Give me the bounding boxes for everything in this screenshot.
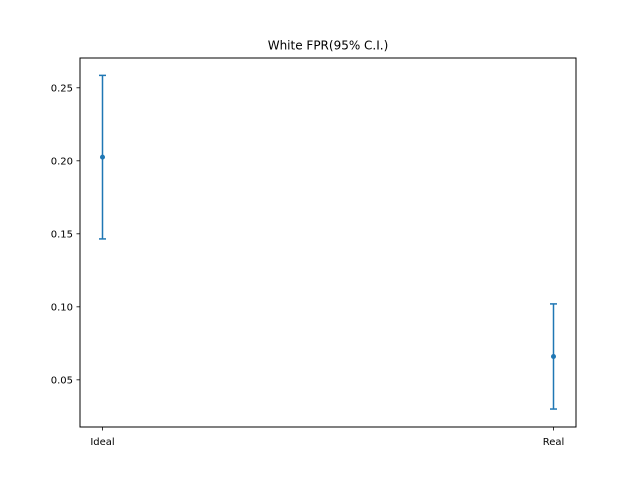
- y-tick-label: 0.25: [51, 83, 73, 94]
- data-point-ideal: [100, 154, 105, 160]
- y-tick-label: 0.20: [51, 156, 73, 167]
- y-axis: 0.05 0.10 0.15 0.20 0.25: [51, 83, 80, 386]
- y-tick-label: 0.15: [51, 229, 73, 240]
- plot-area: [99, 74, 557, 410]
- y-tick-label: 0.10: [51, 302, 73, 313]
- data-point-real: [551, 353, 556, 359]
- axes-frame: [79, 57, 577, 428]
- x-tick-label: Real: [543, 437, 565, 448]
- x-tick-label: Ideal: [90, 437, 114, 448]
- chart-title: White FPR(95% C.I.): [268, 39, 389, 53]
- y-tick-label: 0.05: [51, 375, 73, 386]
- x-axis: Ideal Real: [90, 427, 564, 448]
